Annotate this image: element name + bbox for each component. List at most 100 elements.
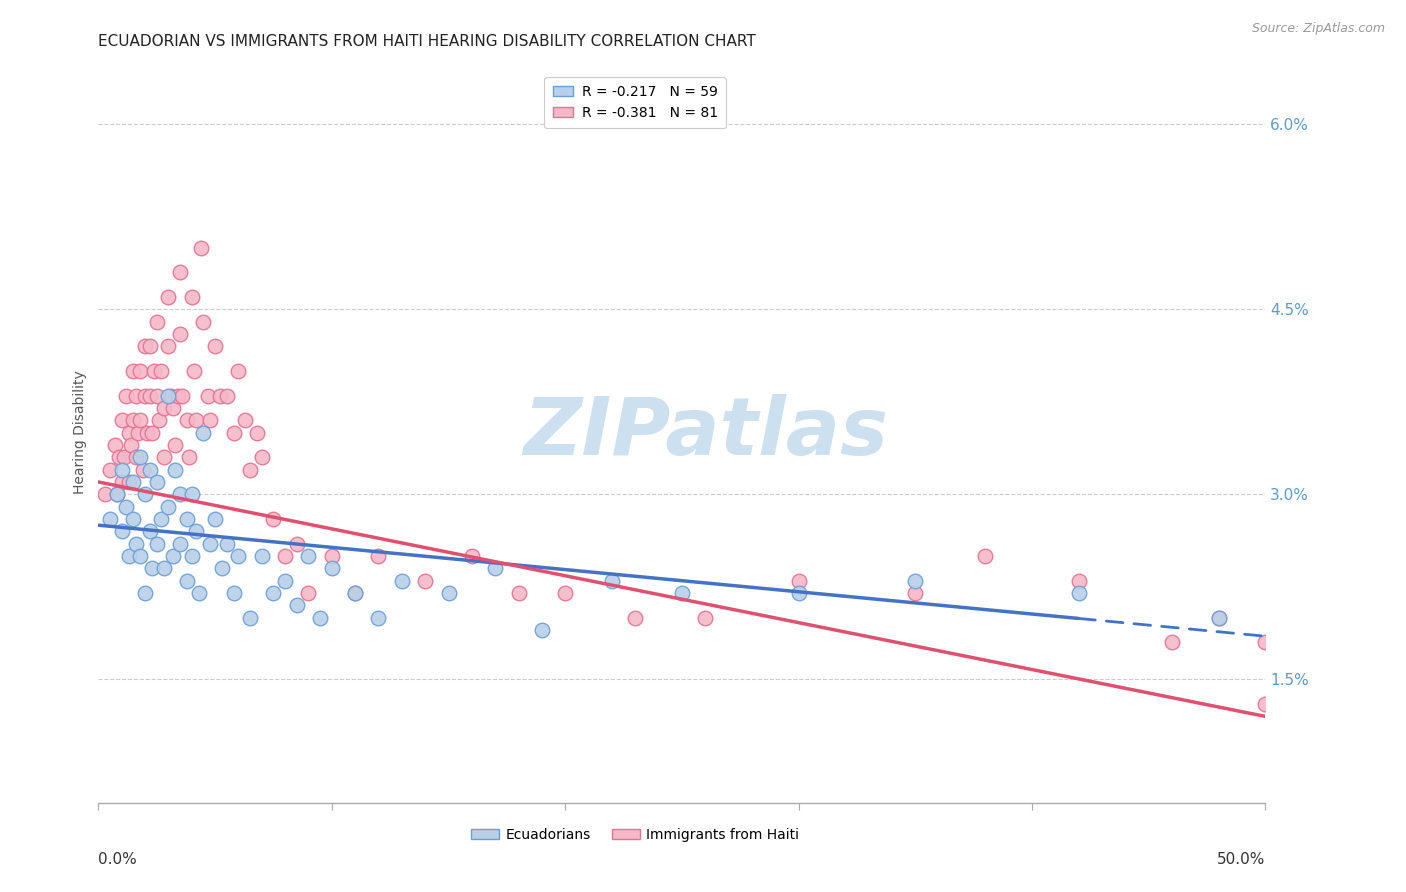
Point <box>193 425 215 440</box>
Point <box>367 611 389 625</box>
Point <box>136 425 159 440</box>
Point <box>105 487 128 501</box>
Point <box>695 611 717 625</box>
Point <box>239 611 262 625</box>
Point <box>461 549 484 563</box>
Text: ZIPatlas: ZIPatlas <box>523 393 887 472</box>
Text: 50.0%: 50.0% <box>1218 852 1265 867</box>
Point <box>172 389 194 403</box>
Point <box>530 623 553 637</box>
Point <box>186 524 208 539</box>
Point <box>787 586 810 600</box>
Point <box>321 549 343 563</box>
Point <box>787 574 810 588</box>
Point <box>250 450 273 465</box>
Point <box>129 549 152 563</box>
Point <box>176 574 198 588</box>
Point <box>94 487 117 501</box>
Point <box>122 364 145 378</box>
Point <box>297 549 319 563</box>
Point <box>222 586 245 600</box>
Point <box>139 524 162 539</box>
Point <box>208 389 231 403</box>
Point <box>157 290 180 304</box>
Point <box>129 413 152 427</box>
Point <box>166 389 188 403</box>
Point <box>190 240 212 255</box>
Point <box>1067 586 1090 600</box>
Point <box>98 512 121 526</box>
Point <box>1161 635 1184 649</box>
Point <box>228 549 250 563</box>
Point <box>157 500 180 514</box>
Point <box>159 389 181 403</box>
Point <box>122 512 145 526</box>
Point <box>111 413 134 427</box>
Point <box>204 512 226 526</box>
Point <box>148 413 170 427</box>
Text: Source: ZipAtlas.com: Source: ZipAtlas.com <box>1251 22 1385 36</box>
Point <box>115 500 138 514</box>
Point <box>344 586 367 600</box>
Point <box>1254 697 1277 711</box>
Point <box>176 413 198 427</box>
Point <box>274 574 297 588</box>
Point <box>139 462 162 476</box>
Point <box>179 450 201 465</box>
Point <box>98 462 121 476</box>
Point <box>183 364 205 378</box>
Point <box>108 450 131 465</box>
Point <box>215 536 238 550</box>
Point <box>246 425 269 440</box>
Point <box>104 438 127 452</box>
Point <box>484 561 506 575</box>
Point <box>437 586 460 600</box>
Point <box>204 339 226 353</box>
Point <box>129 364 152 378</box>
Point <box>118 425 141 440</box>
Point <box>105 487 128 501</box>
Point <box>162 549 184 563</box>
Text: ECUADORIAN VS IMMIGRANTS FROM HAITI HEARING DISABILITY CORRELATION CHART: ECUADORIAN VS IMMIGRANTS FROM HAITI HEAR… <box>98 34 756 49</box>
Point <box>974 549 997 563</box>
Point <box>143 364 166 378</box>
Point <box>624 611 647 625</box>
Point <box>134 389 156 403</box>
Point <box>285 536 308 550</box>
Point <box>222 425 245 440</box>
Point <box>152 401 174 415</box>
Point <box>146 389 169 403</box>
Point <box>228 364 250 378</box>
Point <box>297 586 319 600</box>
Point <box>122 475 145 489</box>
Point <box>180 290 202 304</box>
Point <box>141 425 163 440</box>
Point <box>554 586 576 600</box>
Point <box>215 389 238 403</box>
Point <box>508 586 530 600</box>
Point <box>1067 574 1090 588</box>
Point <box>118 475 141 489</box>
Point <box>197 389 219 403</box>
Point <box>274 549 297 563</box>
Y-axis label: Hearing Disability: Hearing Disability <box>73 371 87 494</box>
Point <box>1208 611 1230 625</box>
Point <box>127 425 149 440</box>
Point <box>139 339 162 353</box>
Point <box>152 450 174 465</box>
Point <box>157 339 180 353</box>
Legend: Ecuadorians, Immigrants from Haiti: Ecuadorians, Immigrants from Haiti <box>465 822 806 847</box>
Point <box>186 413 208 427</box>
Point <box>321 561 343 575</box>
Point <box>165 462 187 476</box>
Point <box>193 315 215 329</box>
Point <box>180 487 202 501</box>
Point <box>125 450 148 465</box>
Point <box>600 574 623 588</box>
Point <box>285 599 308 613</box>
Point <box>146 536 169 550</box>
Point <box>125 389 148 403</box>
Point <box>169 326 191 341</box>
Point <box>118 549 141 563</box>
Text: 0.0%: 0.0% <box>98 852 138 867</box>
